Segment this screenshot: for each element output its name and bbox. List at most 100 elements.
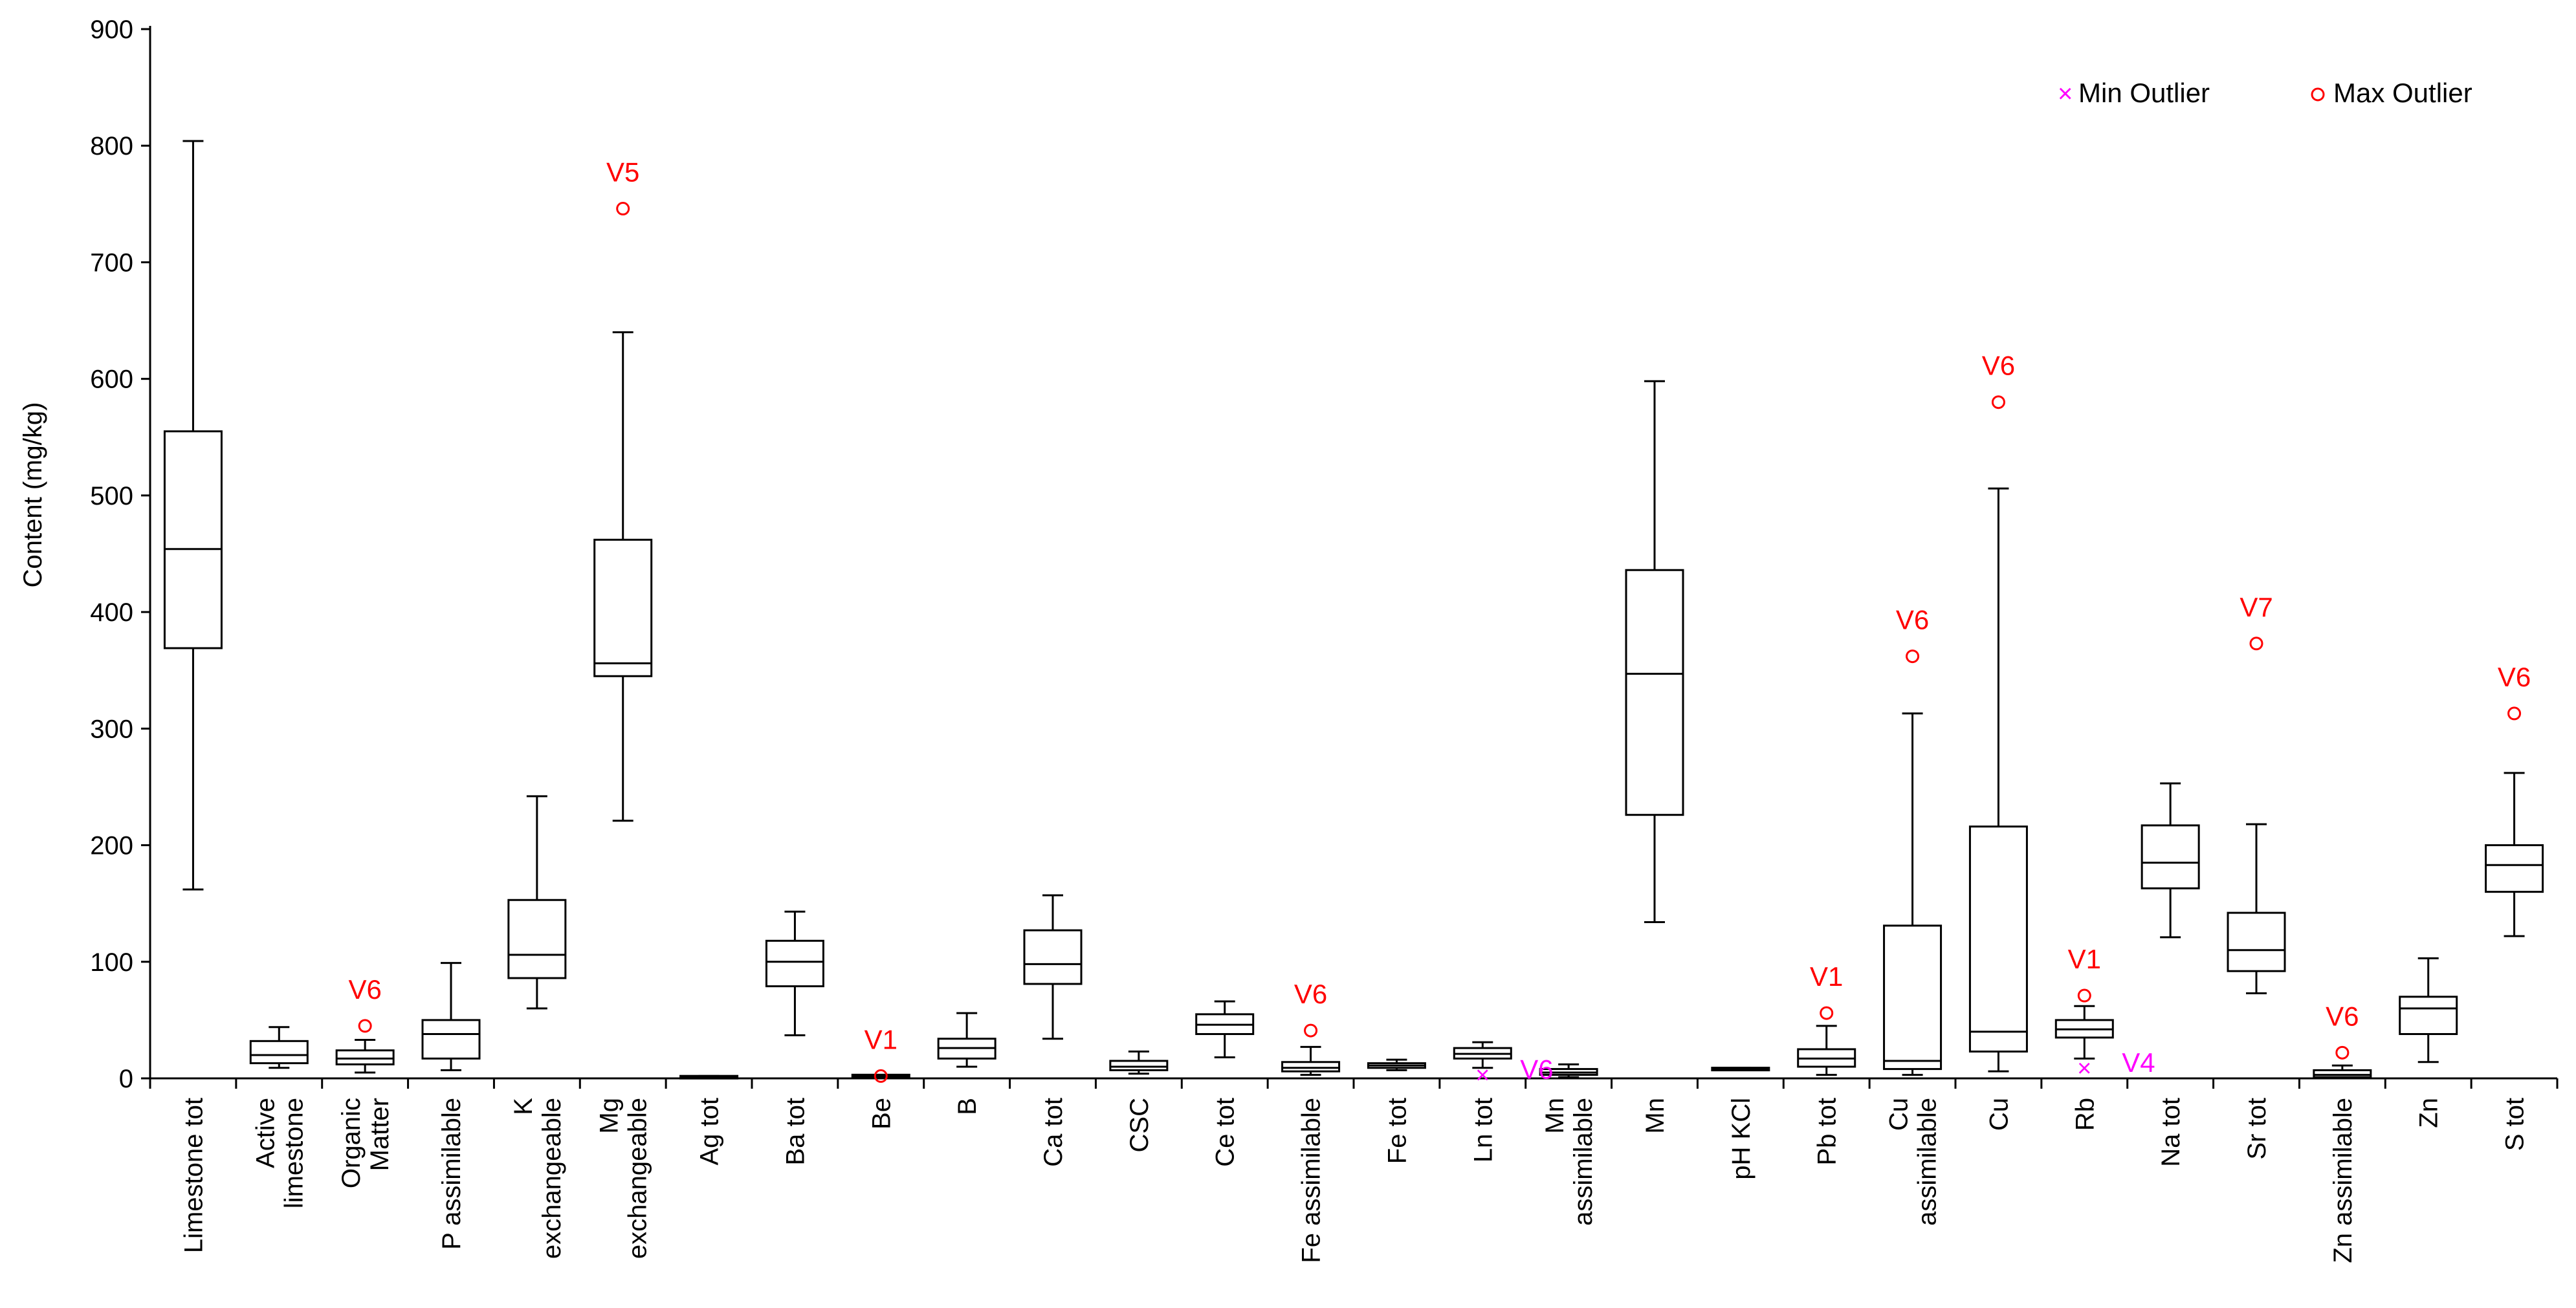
x-category-label-line: Mg <box>595 1098 624 1134</box>
max-outlier-label: V5 <box>606 157 639 188</box>
iqr-box <box>335 1049 395 1065</box>
x-category-label-line: Na tot <box>2157 1098 2185 1167</box>
x-category-label-line: Mn <box>1541 1098 1569 1134</box>
x-category-label-line: Ba tot <box>781 1098 809 1166</box>
max-outlier-point <box>1304 1023 1318 1038</box>
x-category-label-line: Active <box>251 1098 280 1168</box>
y-tick-label: 700 <box>90 248 133 277</box>
max-outlier-point <box>1906 649 1920 664</box>
iqr-box <box>2227 911 2286 972</box>
box-item <box>1023 894 1083 1040</box>
max-outlier-point <box>358 1019 372 1033</box>
x-axis: Limestone tot Active limestone Organic Matte… <box>149 1077 2559 1263</box>
x-category-label-line: limestone <box>280 1098 308 1208</box>
x-category-label: Active limestone <box>251 1098 308 1208</box>
iqr-box <box>163 430 223 649</box>
y-tick-label: 800 <box>90 132 133 160</box>
box-item <box>2227 823 2286 994</box>
min-outlier-point: × <box>2077 1055 2091 1082</box>
x-category-label-line: pH KCl <box>1727 1098 1756 1180</box>
outlier-series: V6 V5 V1 V6 × V6 V1 V6 V6 V1 × V4 V7 V6 V6 <box>348 157 2531 1089</box>
x-category-label: Ca tot <box>1039 1098 1068 1167</box>
x-category-label-line: Organic <box>337 1098 366 1188</box>
x-category-label: Organic Matter <box>337 1098 394 1188</box>
iqr-box <box>593 538 653 677</box>
x-category-label: Mn assimilable <box>1541 1098 1598 1226</box>
x-category-label-line: Zn assimilable <box>2329 1098 2357 1263</box>
max-outlier-label: V1 <box>864 1024 897 1054</box>
iqr-box <box>2485 844 2544 893</box>
y-tick-label: 600 <box>90 365 133 394</box>
x-category-label-line: S tot <box>2501 1098 2529 1151</box>
x-category-label-line: Cu <box>1885 1098 1913 1131</box>
box-item <box>1109 1051 1169 1075</box>
y-tick-label: 900 <box>90 16 133 44</box>
x-category-label-line: Ln tot <box>1469 1098 1497 1162</box>
box-item <box>679 1074 739 1080</box>
box-item <box>1711 1067 1770 1072</box>
max-outlier-point <box>1820 1006 1834 1020</box>
max-outlier-point <box>2077 988 2091 1003</box>
x-category-label: Be <box>867 1098 896 1129</box>
legend-max-marker <box>2311 87 2325 102</box>
max-outlier-label: V6 <box>1294 979 1327 1009</box>
x-category-label-line: Ag tot <box>696 1098 724 1166</box>
y-tick-label: 200 <box>90 832 133 860</box>
x-category-label: S tot <box>2501 1098 2529 1151</box>
box-item <box>2399 957 2458 1063</box>
box-item <box>1625 380 1684 924</box>
box-item <box>2141 782 2200 939</box>
box-item <box>1883 712 1943 1076</box>
legend: × Min Outlier Max Outlier <box>2058 78 2472 108</box>
x-category-label: Limestone tot <box>179 1098 208 1253</box>
y-tick-label: 0 <box>119 1065 133 1093</box>
x-category-label: Ln tot <box>1469 1098 1497 1162</box>
x-category-label-line: Fe tot <box>1383 1098 1411 1164</box>
max-outlier-point <box>1991 395 2005 409</box>
iqr-box <box>507 899 567 979</box>
x-category-label-line: Limestone tot <box>179 1098 208 1253</box>
x-category-label-line: P assimilable <box>437 1098 466 1250</box>
x-category-label: pH KCl <box>1727 1098 1756 1180</box>
iqr-box <box>1625 569 1684 816</box>
box-item <box>2054 1005 2114 1060</box>
x-category-label-line: Ca tot <box>1039 1098 1068 1167</box>
iqr-box <box>1109 1060 1169 1071</box>
box-item <box>1367 1058 1426 1071</box>
x-category-label: Zn <box>2415 1098 2443 1128</box>
x-category-label: Rb <box>2071 1098 2099 1131</box>
max-outlier-label: V1 <box>2068 944 2101 974</box>
x-category-label: Sr tot <box>2243 1098 2271 1160</box>
x-category-label-line: Matter <box>366 1098 394 1171</box>
max-outlier-point <box>2335 1045 2350 1060</box>
box-item <box>851 1073 910 1078</box>
x-category-label-line: Mn <box>1641 1098 1669 1134</box>
legend-min-label: Min Outlier <box>2078 78 2210 108</box>
x-category-label: Fe assimilable <box>1297 1098 1326 1263</box>
x-category-label-line: assimilable <box>1569 1098 1598 1226</box>
box-item <box>1539 1063 1598 1078</box>
iqr-box <box>1281 1061 1341 1073</box>
box-item <box>2485 772 2544 937</box>
x-category-label-line: assimilable <box>1913 1098 1942 1226</box>
iqr-box <box>1883 924 1943 1071</box>
iqr-box <box>2141 824 2200 889</box>
iqr-box <box>765 939 824 988</box>
max-outlier-label: V6 <box>2498 662 2531 692</box>
x-category-label: Cu <box>1985 1098 2013 1131</box>
x-category-label-line: Cu <box>1985 1098 2013 1131</box>
box-item <box>1968 487 2028 1073</box>
box-item <box>2313 1064 2372 1080</box>
box-item <box>1195 1000 1255 1059</box>
max-outlier-point <box>874 1069 888 1083</box>
x-category-label-line: Be <box>867 1098 896 1129</box>
x-category-label: Ba tot <box>781 1098 809 1166</box>
x-category-label: Fe tot <box>1383 1098 1411 1164</box>
box-item <box>1453 1041 1512 1069</box>
box-item <box>1797 1025 1856 1076</box>
x-category-label: Ce tot <box>1211 1098 1240 1167</box>
min-outlier-label: V4 <box>2122 1047 2155 1078</box>
x-category-label: Mn <box>1641 1098 1669 1134</box>
max-outlier-label: V6 <box>348 974 381 1005</box>
